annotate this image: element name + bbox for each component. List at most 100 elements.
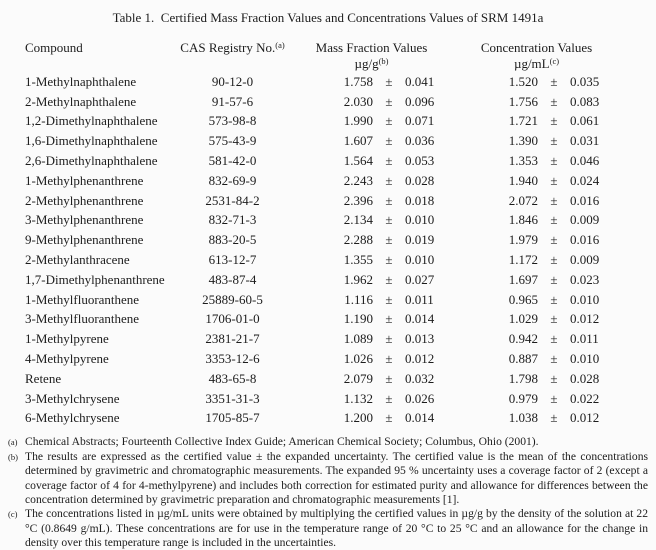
cas-cell: 2531-84-2 xyxy=(205,192,260,208)
compound-cell: 1-Methylnaphthalene xyxy=(25,73,137,89)
concentration-uncert-cell: 0.012 xyxy=(570,311,600,327)
header-compound: Compound xyxy=(25,40,83,55)
cas-cell: 581-42-0 xyxy=(208,153,257,169)
concentration-value-cell: 1.029 xyxy=(508,311,538,327)
compound-cell: 3-Methylfluoranthene xyxy=(25,311,140,327)
mass-fraction-uncert-cell: 0.014 xyxy=(405,410,435,426)
footnote-a-marker: (a) xyxy=(8,437,18,448)
mass-fraction-value-cell: 2.288 xyxy=(343,232,373,248)
cas-cell: 613-12-7 xyxy=(208,252,257,268)
compound-cell: 9-Methylphenanthrene xyxy=(25,232,144,248)
table-row: 1,2-Dimethylnaphthalene 573-98-8 1.990 ±… xyxy=(25,112,608,132)
footnote-a: (a) Chemical Abstracts; Fourteenth Collec… xyxy=(8,435,648,449)
cas-cell: 883-20-5 xyxy=(208,232,257,248)
concentration-uncert-cell: 0.023 xyxy=(570,271,600,287)
concentration-uncert-cell: 0.009 xyxy=(570,212,600,228)
concentration-uncert-cell: 0.083 xyxy=(570,93,600,109)
concentration-uncert-cell: 0.022 xyxy=(570,390,600,406)
mass-fraction-value-cell: 1.089 xyxy=(343,331,373,347)
plus-minus-symbol: ± xyxy=(385,133,393,149)
spacer-cell xyxy=(443,369,465,389)
compound-cell: 4-Methylpyrene xyxy=(25,351,109,367)
compound-cell: 2-Methylphenanthrene xyxy=(25,192,144,208)
spacer-cell xyxy=(443,409,465,429)
mass-fraction-value-cell: 1.758 xyxy=(343,73,373,89)
plus-minus-symbol: ± xyxy=(550,153,558,169)
mass-fraction-value-cell: 1.564 xyxy=(343,153,373,169)
mass-fraction-value-cell: 2.079 xyxy=(343,370,373,386)
header-mass-fraction-unit: µg/g(b) xyxy=(354,56,389,71)
cas-cell: 90-12-0 xyxy=(211,73,254,89)
table-row: 1,7-Dimethylphenanthrene 483-87-4 1.962 … xyxy=(25,270,608,290)
cas-cell: 832-71-3 xyxy=(208,212,257,228)
spacer-cell xyxy=(443,230,465,250)
plus-minus-symbol: ± xyxy=(385,271,393,287)
mass-fraction-uncert-cell: 0.013 xyxy=(405,331,435,347)
cas-cell: 3353-12-6 xyxy=(205,351,260,367)
header-concentration-unit: µg/mL(c) xyxy=(513,56,560,71)
table-header: Compound CAS Registry No.(a) Mass Fracti… xyxy=(25,40,608,72)
plus-minus-symbol: ± xyxy=(385,113,393,129)
plus-minus-symbol: ± xyxy=(385,390,393,406)
mass-fraction-value-cell: 2.030 xyxy=(343,93,373,109)
plus-minus-symbol: ± xyxy=(550,351,558,367)
cas-cell: 573-98-8 xyxy=(208,113,257,129)
table-row: 3-Methylfluoranthene 1706-01-0 1.190 ± 0… xyxy=(25,310,608,330)
certified-values-table: Compound CAS Registry No.(a) Mass Fracti… xyxy=(25,40,608,428)
spacer-cell xyxy=(443,92,465,112)
mass-fraction-uncert-cell: 0.027 xyxy=(405,271,435,287)
concentration-uncert-cell: 0.016 xyxy=(570,192,600,208)
plus-minus-symbol: ± xyxy=(550,192,558,208)
mass-fraction-uncert-cell: 0.041 xyxy=(405,73,435,89)
table-row: 9-Methylphenanthrene 883-20-5 2.288 ± 0.… xyxy=(25,230,608,250)
footnote-ref-a: (a) xyxy=(275,40,285,50)
mass-fraction-value-cell: 1.116 xyxy=(344,291,373,307)
header-gap xyxy=(443,40,465,56)
plus-minus-symbol: ± xyxy=(385,232,393,248)
compound-cell: 2-Methylanthracene xyxy=(25,252,130,268)
concentration-value-cell: 1.756 xyxy=(508,93,538,109)
spacer-cell xyxy=(443,250,465,270)
compound-cell: 3-Methylchrysene xyxy=(25,390,120,406)
plus-minus-symbol: ± xyxy=(385,93,393,109)
mass-fraction-value-cell: 2.243 xyxy=(343,172,373,188)
plus-minus-symbol: ± xyxy=(550,291,558,307)
table-row: 2-Methylnaphthalene 91-57-6 2.030 ± 0.09… xyxy=(25,92,608,112)
concentration-uncert-cell: 0.010 xyxy=(570,291,600,307)
compound-cell: 3-Methylphenanthrene xyxy=(25,212,144,228)
spacer-cell xyxy=(443,310,465,330)
concentration-uncert-cell: 0.035 xyxy=(570,73,600,89)
mass-fraction-value-cell: 1.026 xyxy=(343,351,373,367)
plus-minus-symbol: ± xyxy=(385,370,393,386)
plus-minus-symbol: ± xyxy=(385,212,393,228)
spacer-cell xyxy=(443,151,465,171)
plus-minus-symbol: ± xyxy=(550,370,558,386)
footnotes-section: (a) Chemical Abstracts; Fourteenth Collec… xyxy=(8,435,648,550)
compound-cell: 6-Methylchrysene xyxy=(25,410,120,426)
plus-minus-symbol: ± xyxy=(385,311,393,327)
mass-fraction-value-cell: 1.132 xyxy=(343,390,373,406)
plus-minus-symbol: ± xyxy=(550,271,558,287)
plus-minus-symbol: ± xyxy=(550,311,558,327)
mass-fraction-uncert-cell: 0.010 xyxy=(405,252,435,268)
mass-fraction-value-cell: 1.190 xyxy=(343,311,373,327)
spacer-cell xyxy=(443,290,465,310)
concentration-value-cell: 1.798 xyxy=(508,370,538,386)
plus-minus-symbol: ± xyxy=(385,252,393,268)
plus-minus-symbol: ± xyxy=(550,331,558,347)
concentration-value-cell: 0.942 xyxy=(508,331,538,347)
concentration-value-cell: 0.965 xyxy=(508,291,538,307)
plus-minus-symbol: ± xyxy=(385,192,393,208)
plus-minus-symbol: ± xyxy=(550,252,558,268)
cas-cell: 91-57-6 xyxy=(211,93,254,109)
cas-cell: 2381-21-7 xyxy=(205,331,260,347)
header-cas: CAS Registry No.(a) xyxy=(180,40,285,55)
mass-fraction-uncert-cell: 0.014 xyxy=(405,311,435,327)
plus-minus-symbol: ± xyxy=(550,410,558,426)
mass-fraction-value-cell: 1.990 xyxy=(343,113,373,129)
cas-cell: 25889-60-5 xyxy=(202,291,263,307)
concentration-uncert-cell: 0.011 xyxy=(570,331,599,347)
mass-fraction-uncert-cell: 0.071 xyxy=(405,113,435,129)
spacer-cell xyxy=(443,270,465,290)
